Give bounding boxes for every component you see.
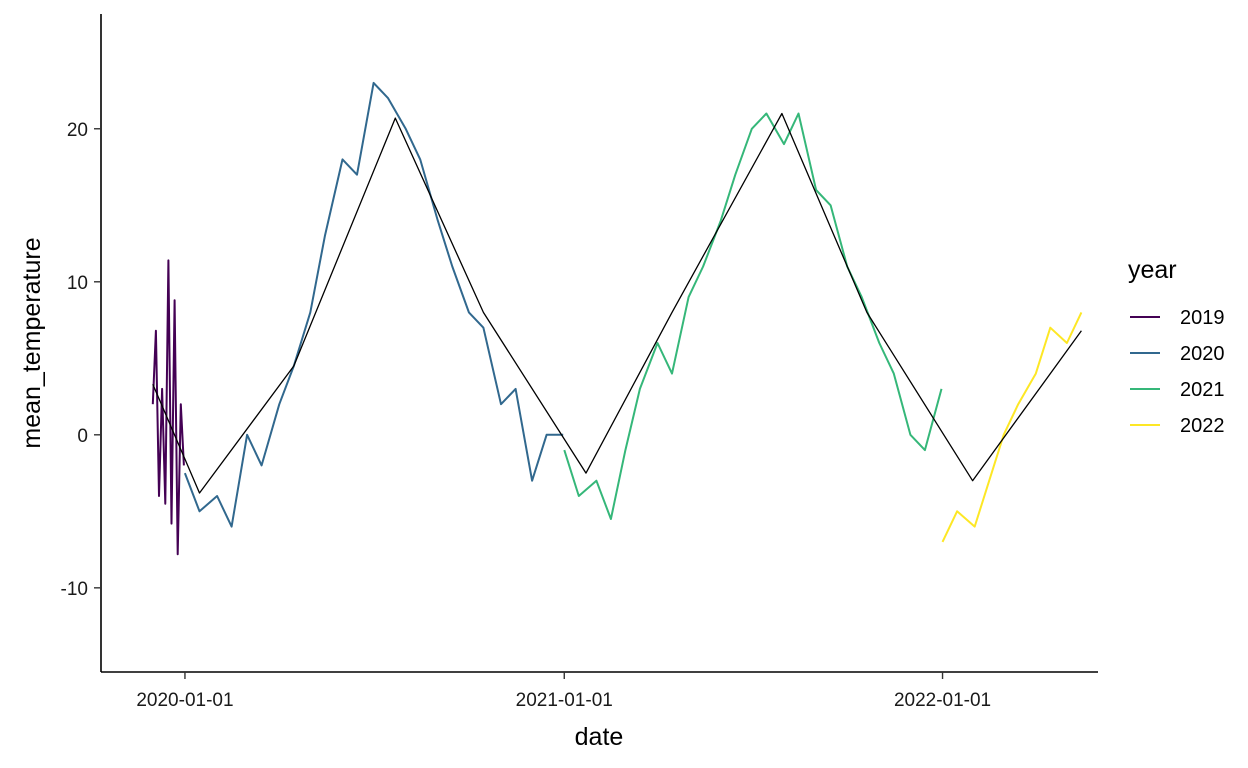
x-tick-label: 2020-01-01: [136, 690, 233, 711]
legend-items: 2019 2020 2021 2022: [1130, 307, 1225, 437]
x-axis-ticks: 2020-01-01 2021-01-01 2022-01-01: [136, 672, 991, 711]
series-line-2020: [183, 81, 564, 528]
y-tick-label: -10: [61, 579, 88, 600]
trend-line: [152, 112, 1082, 494]
x-tick-label: 2021-01-01: [516, 690, 613, 711]
x-tick-label: 2022-01-01: [894, 690, 991, 711]
series-line-2021: [563, 112, 943, 520]
series-line-2022: [941, 311, 1083, 543]
legend-label-2019: 2019: [1180, 307, 1225, 329]
legend-title: year: [1128, 256, 1177, 284]
x-axis-title: date: [575, 723, 624, 751]
legend: year 2019 2020 2021 2022: [1128, 256, 1225, 437]
y-axis-ticks: -10 0 10 20: [61, 120, 101, 600]
y-axis-title: mean_temperature: [18, 237, 46, 448]
legend-label-2021: 2021: [1180, 379, 1225, 401]
series-marks: [151, 81, 1083, 556]
legend-label-2022: 2022: [1180, 415, 1225, 437]
y-tick-label: 0: [77, 426, 88, 447]
legend-label-2020: 2020: [1180, 343, 1225, 365]
y-tick-label: 10: [67, 273, 88, 294]
y-tick-label: 20: [67, 120, 88, 141]
series-line-2019: [151, 259, 185, 556]
